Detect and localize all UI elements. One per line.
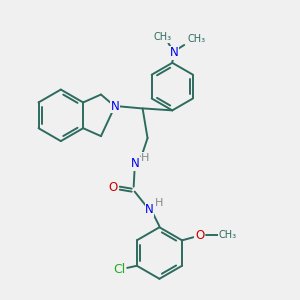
Text: CH₃: CH₃ xyxy=(187,34,205,44)
Text: N: N xyxy=(131,158,140,170)
Text: N: N xyxy=(170,46,179,59)
Text: H: H xyxy=(155,199,164,208)
Text: N: N xyxy=(110,100,119,113)
Text: O: O xyxy=(108,181,118,194)
Text: H: H xyxy=(141,153,150,163)
Text: CH₃: CH₃ xyxy=(153,32,172,42)
Text: O: O xyxy=(195,229,204,242)
Text: Cl: Cl xyxy=(113,263,125,276)
Text: N: N xyxy=(145,203,154,216)
Text: CH₃: CH₃ xyxy=(218,230,236,240)
